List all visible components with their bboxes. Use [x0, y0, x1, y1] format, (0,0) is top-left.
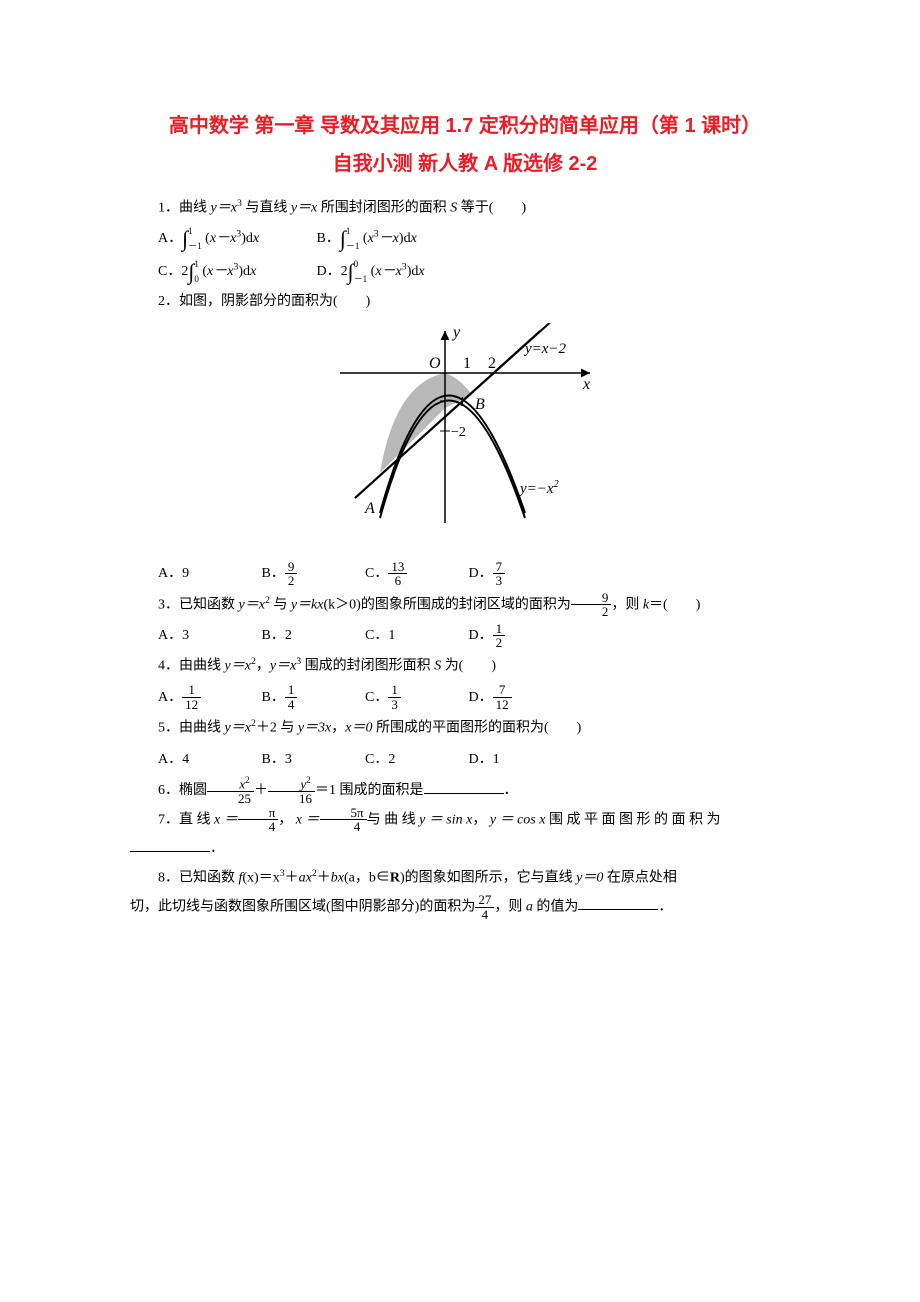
q8-line2: 切，此切线与函数图象所围区域(图中阴影部分)的面积为274，则 a 的值为．: [130, 893, 800, 922]
point-a: A: [364, 500, 375, 517]
q5-option-c: C．2: [365, 744, 465, 776]
line-label: y=x−2: [523, 341, 567, 357]
q5-options: A．4 B．3 C．2 D．1: [130, 744, 800, 777]
tick-1: 1: [463, 355, 471, 372]
q4-options: A．112 B．14 C．13 D．712: [130, 682, 800, 715]
q4-stem: 4．由曲线 y＝x2，y＝x3 围成的封闭图形面积 S 为( ): [130, 652, 800, 681]
q5-stem: 5．由曲线 y＝x2＋2 与 y＝3x，x＝0 所围成的平面图形的面积为( ): [130, 714, 800, 743]
q3-option-a: A．3: [158, 620, 258, 652]
q5-option-b: B．3: [262, 744, 362, 776]
q3-options: A．3 B．2 C．1 D．12: [130, 620, 800, 653]
q4-option-b: B．14: [262, 682, 362, 714]
x-axis-label: x: [582, 376, 590, 393]
q7-blank: [130, 838, 210, 852]
curve-label: y=−x2: [518, 479, 559, 497]
q5-option-a: A．4: [158, 744, 258, 776]
q1-option-a: A．∫1－1 (x－x3)dx: [158, 223, 313, 255]
q3-option-c: C．1: [365, 620, 465, 652]
q1-option-d: D．2∫0－1 (x－x3)dx: [317, 256, 472, 288]
q7-blank-line: ．: [130, 835, 800, 864]
title-line-1: 高中数学 第一章 导数及其应用 1.7 定积分的简单应用（第 1 课时）: [130, 110, 800, 142]
q2-option-c: C．136: [365, 558, 465, 590]
q2-option-a: A．9: [158, 558, 258, 590]
q1-stem: 1．曲线 y＝x3 与直线 y＝x 所围封闭图形的面积 S 等于( ): [130, 194, 800, 223]
q4-option-d: D．712: [469, 682, 569, 714]
q3-option-d: D．12: [469, 620, 569, 652]
q6-blank: [424, 781, 504, 795]
q7-stem: 7．直 线 x ＝π4， x ＝5π4与 曲 线 y ＝ sin x， y ＝ …: [130, 806, 800, 835]
q1-option-b: B．∫1－1 (x3－x)dx: [317, 223, 472, 255]
page: 高中数学 第一章 导数及其应用 1.7 定积分的简单应用（第 1 课时） 自我小…: [0, 0, 920, 1302]
q2-options: A．9 B．92 C．136 D．73: [130, 558, 800, 591]
y-axis-label: y: [451, 324, 461, 341]
title-line-2: 自我小测 新人教 A 版选修 2-2: [130, 148, 800, 180]
q2-option-b: B．92: [262, 558, 362, 590]
q8-line1: 8．已知函数 f(x)＝x3＋ax2＋bx(a，b∈R)的图象如图所示，它与直线…: [130, 864, 800, 893]
q3-stem: 3．已知函数 y＝x2 与 y＝kx(k＞0)的图象所围成的封闭区域的面积为92…: [130, 591, 800, 620]
q2-option-d: D．73: [469, 558, 569, 590]
q5-option-d: D．1: [469, 744, 569, 776]
q3-option-b: B．2: [262, 620, 362, 652]
q2-svg: 1 2 O −1 −2 y x y=x−2 y=−x2 A B: [325, 323, 605, 543]
q1-options-row1: A．∫1－1 (x－x3)dx B．∫1－1 (x3－x)dx: [130, 223, 800, 256]
q4-option-c: C．13: [365, 682, 465, 714]
q1-option-c: C．2∫10 (x－x3)dx: [158, 256, 313, 288]
q8-blank: [578, 897, 658, 911]
tick-m2: −2: [451, 425, 466, 440]
point-b: B: [475, 396, 485, 413]
tick-2: 2: [488, 355, 496, 372]
q4-option-a: A．112: [158, 682, 258, 714]
q2-stem: 2．如图，阴影部分的面积为( ): [130, 288, 800, 317]
q1-options-row2: C．2∫10 (x－x3)dx D．2∫0－1 (x－x3)dx: [130, 256, 800, 289]
q2-figure: 1 2 O −1 −2 y x y=x−2 y=−x2 A B: [130, 323, 800, 548]
q6-stem: 6．椭圆x225＋y216＝1 围成的面积是．: [130, 776, 800, 806]
origin-label: O: [429, 355, 441, 372]
